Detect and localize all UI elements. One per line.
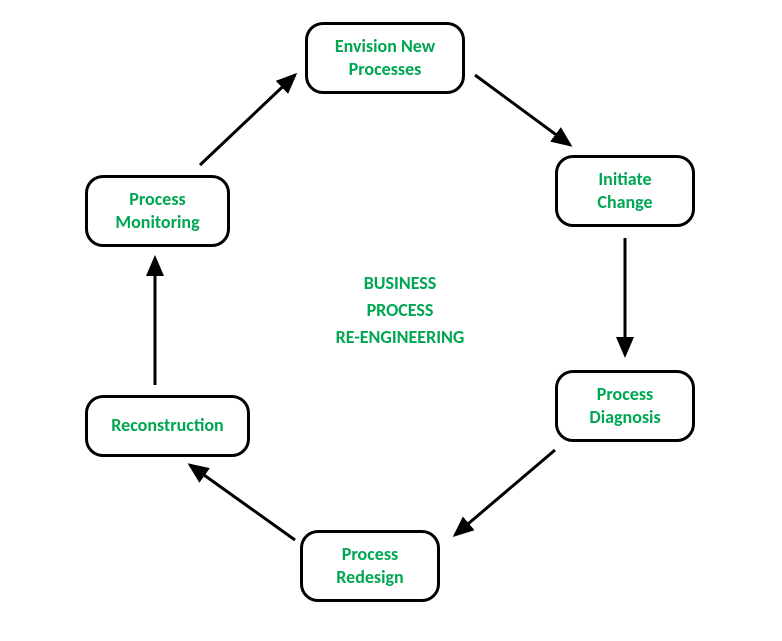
node-label-monitoring: Process Monitoring — [115, 188, 199, 235]
arrow-diagnosis-to-redesign — [455, 450, 555, 535]
node-initiate: Initiate Change — [555, 155, 695, 227]
node-label-diagnosis: Process Diagnosis — [589, 383, 660, 430]
node-envision: Envision New Processes — [305, 22, 465, 94]
arrow-monitoring-to-envision — [200, 75, 295, 165]
arrow-envision-to-initiate — [475, 75, 570, 145]
node-reconstruct: Reconstruction — [85, 395, 250, 457]
center-title: BUSINESS PROCESS RE-ENGINEERING — [300, 270, 500, 351]
node-label-redesign: Process Redesign — [336, 543, 403, 590]
node-label-envision: Envision New Processes — [335, 35, 435, 82]
node-redesign: Process Redesign — [300, 530, 440, 602]
node-diagnosis: Process Diagnosis — [555, 370, 695, 442]
node-monitoring: Process Monitoring — [85, 175, 230, 247]
node-label-initiate: Initiate Change — [597, 168, 652, 215]
node-label-reconstruct: Reconstruction — [111, 414, 223, 437]
arrow-redesign-to-reconstruct — [190, 465, 295, 540]
